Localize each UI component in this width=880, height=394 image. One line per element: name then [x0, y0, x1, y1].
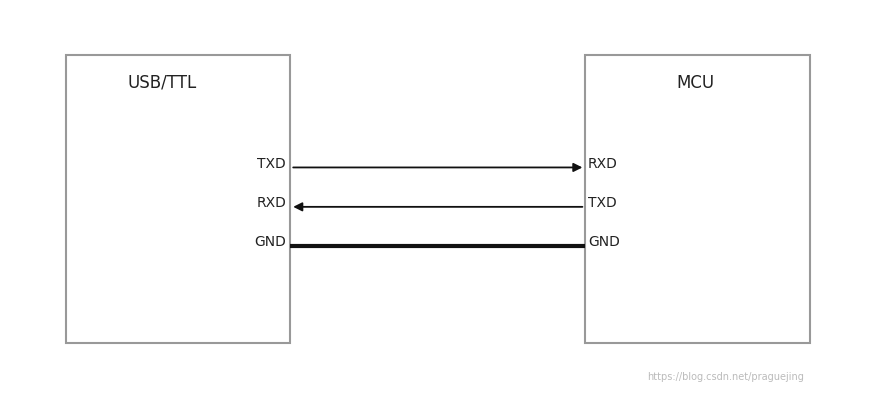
Text: MCU: MCU: [676, 74, 715, 92]
Bar: [585, 55, 810, 343]
Bar: [66, 55, 290, 343]
Text: GND: GND: [254, 235, 286, 249]
Text: RXD: RXD: [256, 196, 286, 210]
Text: USB/TTL: USB/TTL: [128, 74, 197, 92]
Text: GND: GND: [588, 235, 620, 249]
Text: TXD: TXD: [588, 196, 617, 210]
Text: TXD: TXD: [257, 156, 286, 171]
Text: https://blog.csdn.net/praguejing: https://blog.csdn.net/praguejing: [647, 372, 803, 382]
Text: RXD: RXD: [588, 156, 618, 171]
